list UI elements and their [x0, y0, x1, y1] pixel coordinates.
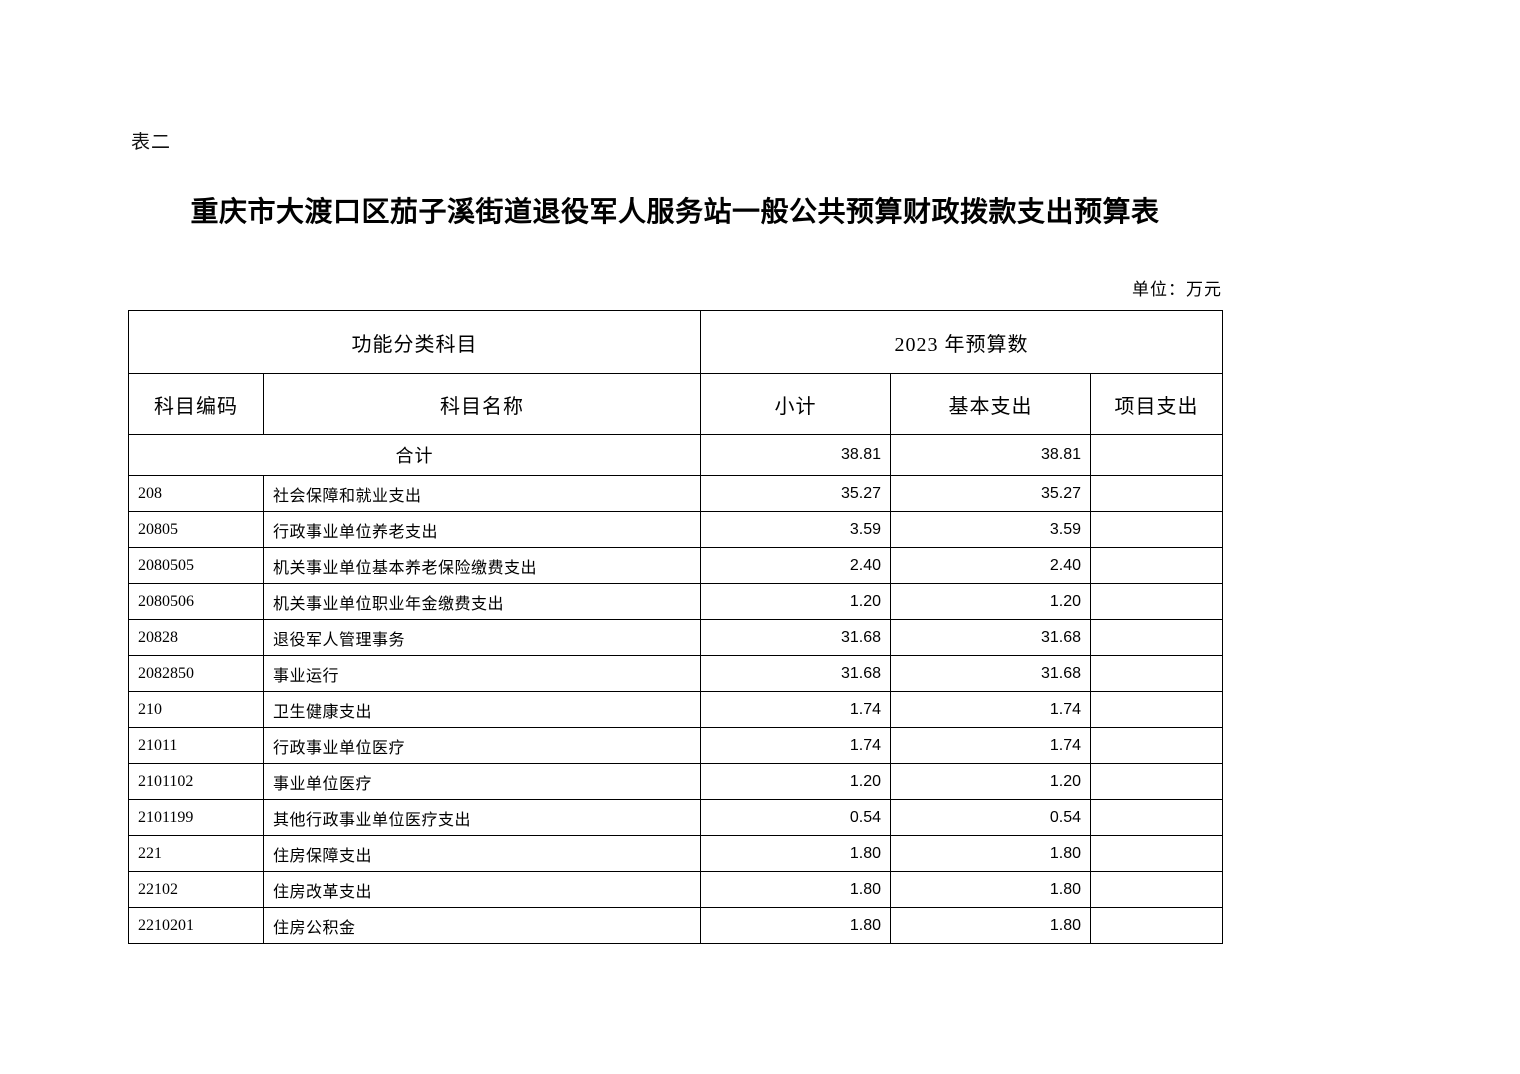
cell-name: 卫生健康支出 — [263, 691, 701, 728]
cell-basic-expenditure: 1.20 — [890, 583, 1091, 620]
table-row-total: 合计 38.81 38.81 — [128, 434, 1223, 476]
cell-code: 2101102 — [128, 763, 264, 800]
cell-project-expenditure — [1090, 655, 1223, 692]
cell-code: 2080506 — [128, 583, 264, 620]
cell-subtotal: 1.20 — [700, 583, 891, 620]
table-body: 合计 38.81 38.81 208 社会保障和就业支出 35.27 35.27 208… — [128, 434, 1223, 944]
cell-project-expenditure — [1090, 619, 1223, 656]
cell-basic-expenditure: 1.74 — [890, 727, 1091, 764]
cell-basic-expenditure: 31.68 — [890, 655, 1091, 692]
cell-subtotal: 1.74 — [700, 691, 891, 728]
table-header: 功能分类科目 2023 年预算数 科目编码 科目名称 小计 基本支出 项目支出 — [128, 310, 1223, 435]
cell-basic-expenditure: 3.59 — [890, 511, 1091, 548]
table-row: 2101102 事业单位医疗 1.20 1.20 — [128, 763, 1223, 800]
cell-subtotal: 1.80 — [700, 871, 891, 908]
table-row: 2101199 其他行政事业单位医疗支出 0.54 0.54 — [128, 799, 1223, 836]
cell-name: 退役军人管理事务 — [263, 619, 701, 656]
cell-name: 住房改革支出 — [263, 871, 701, 908]
cell-code: 2080505 — [128, 547, 264, 584]
cell-name: 住房公积金 — [263, 907, 701, 944]
cell-project-expenditure — [1090, 835, 1223, 872]
table-row: 21011 行政事业单位医疗 1.74 1.74 — [128, 727, 1223, 764]
total-subtotal: 38.81 — [700, 434, 891, 476]
cell-code: 22102 — [128, 871, 264, 908]
cell-code: 221 — [128, 835, 264, 872]
total-basic-expenditure: 38.81 — [890, 434, 1091, 476]
cell-project-expenditure — [1090, 691, 1223, 728]
total-label: 合计 — [128, 434, 701, 476]
cell-basic-expenditure: 1.80 — [890, 907, 1091, 944]
sheet-label: 表二 — [131, 132, 172, 153]
header-project-expenditure: 项目支出 — [1090, 373, 1223, 435]
table-row: 210 卫生健康支出 1.74 1.74 — [128, 691, 1223, 728]
unit-note: 单位：万元 — [1132, 280, 1222, 299]
cell-code: 208 — [128, 475, 264, 512]
cell-code: 21011 — [128, 727, 264, 764]
table-row: 221 住房保障支出 1.80 1.80 — [128, 835, 1223, 872]
cell-basic-expenditure: 2.40 — [890, 547, 1091, 584]
cell-subtotal: 31.68 — [700, 655, 891, 692]
cell-project-expenditure — [1090, 763, 1223, 800]
cell-basic-expenditure: 1.20 — [890, 763, 1091, 800]
header-classification-group: 功能分类科目 — [128, 310, 701, 374]
header-budget-year-group: 2023 年预算数 — [700, 310, 1223, 374]
cell-project-expenditure — [1090, 799, 1223, 836]
cell-subtotal: 0.54 — [700, 799, 891, 836]
table-row: 2210201 住房公积金 1.80 1.80 — [128, 907, 1223, 944]
cell-name: 机关事业单位职业年金缴费支出 — [263, 583, 701, 620]
table-header-group-row: 功能分类科目 2023 年预算数 — [128, 310, 1223, 374]
cell-basic-expenditure: 35.27 — [890, 475, 1091, 512]
table-row: 22102 住房改革支出 1.80 1.80 — [128, 871, 1223, 908]
cell-project-expenditure — [1090, 727, 1223, 764]
cell-project-expenditure — [1090, 547, 1223, 584]
table-row: 2080505 机关事业单位基本养老保险缴费支出 2.40 2.40 — [128, 547, 1223, 584]
cell-name: 其他行政事业单位医疗支出 — [263, 799, 701, 836]
cell-project-expenditure — [1090, 511, 1223, 548]
cell-code: 2101199 — [128, 799, 264, 836]
cell-subtotal: 1.74 — [700, 727, 891, 764]
table-row: 208 社会保障和就业支出 35.27 35.27 — [128, 475, 1223, 512]
cell-project-expenditure — [1090, 583, 1223, 620]
table-row: 20805 行政事业单位养老支出 3.59 3.59 — [128, 511, 1223, 548]
cell-subtotal: 2.40 — [700, 547, 891, 584]
cell-code: 20805 — [128, 511, 264, 548]
table-row: 20828 退役军人管理事务 31.68 31.68 — [128, 619, 1223, 656]
cell-name: 行政事业单位养老支出 — [263, 511, 701, 548]
cell-name: 行政事业单位医疗 — [263, 727, 701, 764]
cell-project-expenditure — [1090, 871, 1223, 908]
table-header-column-row: 科目编码 科目名称 小计 基本支出 项目支出 — [128, 373, 1223, 435]
cell-name: 社会保障和就业支出 — [263, 475, 701, 512]
header-code: 科目编码 — [128, 373, 264, 435]
cell-basic-expenditure: 31.68 — [890, 619, 1091, 656]
cell-name: 机关事业单位基本养老保险缴费支出 — [263, 547, 701, 584]
page-title: 重庆市大渡口区茄子溪街道退役军人服务站一般公共预算财政拨款支出预算表 — [190, 197, 1160, 228]
table-row: 2082850 事业运行 31.68 31.68 — [128, 655, 1223, 692]
table-row: 2080506 机关事业单位职业年金缴费支出 1.20 1.20 — [128, 583, 1223, 620]
budget-expenditure-table: 功能分类科目 2023 年预算数 科目编码 科目名称 小计 基本支出 项目支出 … — [128, 310, 1223, 944]
cell-code: 2082850 — [128, 655, 264, 692]
cell-name: 住房保障支出 — [263, 835, 701, 872]
cell-name: 事业单位医疗 — [263, 763, 701, 800]
cell-basic-expenditure: 0.54 — [890, 799, 1091, 836]
header-basic-expenditure: 基本支出 — [890, 373, 1091, 435]
cell-subtotal: 1.20 — [700, 763, 891, 800]
cell-basic-expenditure: 1.80 — [890, 835, 1091, 872]
cell-subtotal: 35.27 — [700, 475, 891, 512]
cell-code: 210 — [128, 691, 264, 728]
cell-subtotal: 3.59 — [700, 511, 891, 548]
cell-basic-expenditure: 1.80 — [890, 871, 1091, 908]
cell-name: 事业运行 — [263, 655, 701, 692]
cell-basic-expenditure: 1.74 — [890, 691, 1091, 728]
cell-code: 20828 — [128, 619, 264, 656]
cell-project-expenditure — [1090, 475, 1223, 512]
cell-subtotal: 31.68 — [700, 619, 891, 656]
header-name: 科目名称 — [263, 373, 701, 435]
cell-subtotal: 1.80 — [700, 835, 891, 872]
header-subtotal: 小计 — [700, 373, 891, 435]
total-project-expenditure — [1090, 434, 1223, 476]
cell-code: 2210201 — [128, 907, 264, 944]
cell-subtotal: 1.80 — [700, 907, 891, 944]
cell-project-expenditure — [1090, 907, 1223, 944]
